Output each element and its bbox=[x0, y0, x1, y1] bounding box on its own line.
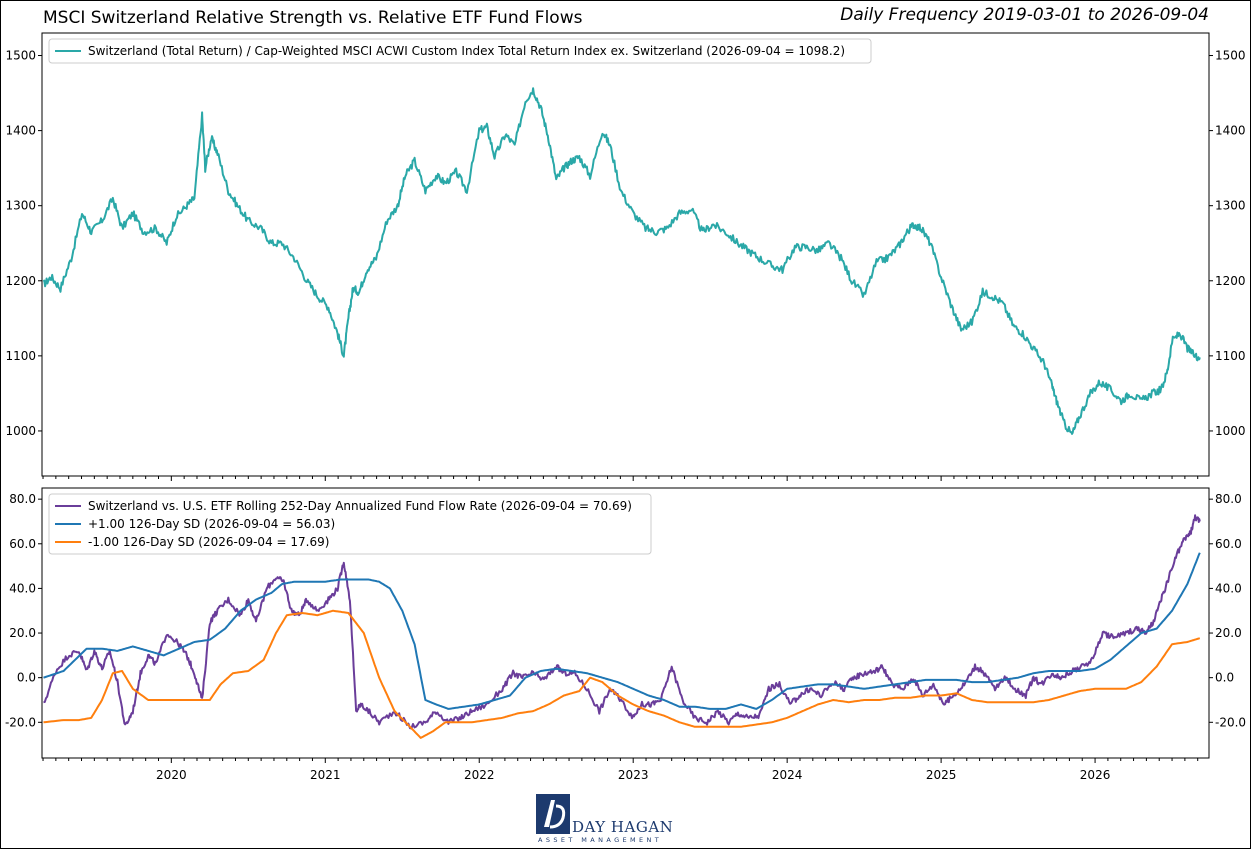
x-tick-label: 2020 bbox=[156, 768, 187, 782]
logo-name: DAY HAGAN bbox=[572, 818, 674, 836]
series-line-bottom-0 bbox=[43, 514, 1201, 730]
y-tick-label-left: -20.0 bbox=[5, 715, 36, 729]
series-line-bottom-2 bbox=[43, 609, 1201, 739]
logo-tagline: ASSET MANAGEMENT bbox=[538, 836, 663, 844]
plot-area-bottom bbox=[41, 487, 1210, 759]
y-tick-label-right: 1100 bbox=[1215, 349, 1246, 363]
y-tick-label-right: 40.0 bbox=[1215, 581, 1242, 595]
plot-area-top bbox=[41, 32, 1210, 477]
y-tick-label-right: 1300 bbox=[1215, 199, 1246, 213]
y-tick-label-right: 1200 bbox=[1215, 274, 1246, 288]
y-tick-label-left: 20.0 bbox=[9, 626, 36, 640]
y-tick-label-right: 0.0 bbox=[1215, 671, 1234, 685]
legend-label: Switzerland vs. U.S. ETF Rolling 252-Day… bbox=[88, 499, 632, 513]
x-tick-label: 2022 bbox=[464, 768, 495, 782]
y-tick-label-right: 20.0 bbox=[1215, 626, 1242, 640]
y-tick-label-left: 1100 bbox=[5, 349, 36, 363]
series-line-bottom-1 bbox=[43, 552, 1201, 710]
x-tick-label: 2026 bbox=[1080, 768, 1111, 782]
company-logo: DAY HAGAN ASSET MANAGEMENT bbox=[536, 794, 678, 844]
y-tick-label-left: 0.0 bbox=[17, 671, 36, 685]
x-tick-label: 2021 bbox=[310, 768, 341, 782]
y-tick-label-right: 1000 bbox=[1215, 424, 1246, 438]
y-tick-label-left: 1500 bbox=[5, 49, 36, 63]
logo-mark-icon bbox=[536, 794, 570, 834]
x-tick-label: 2024 bbox=[772, 768, 803, 782]
y-tick-label-left: 80.0 bbox=[9, 492, 36, 506]
y-tick-label-right: 1400 bbox=[1215, 124, 1246, 138]
legend-box-bottom bbox=[48, 493, 652, 555]
y-tick-label-right: 1500 bbox=[1215, 49, 1246, 63]
legend-label: Switzerland (Total Return) / Cap-Weighte… bbox=[88, 44, 845, 58]
y-tick-label-left: 60.0 bbox=[9, 537, 36, 551]
y-tick-label-right: 80.0 bbox=[1215, 492, 1242, 506]
chart-title: MSCI Switzerland Relative Strength vs. R… bbox=[43, 8, 583, 28]
legend-label: +1.00 126-Day SD (2026-09-04 = 56.03) bbox=[88, 517, 335, 531]
legend-label: -1.00 126-Day SD (2026-09-04 = 17.69) bbox=[88, 535, 329, 549]
x-tick-label: 2025 bbox=[926, 768, 957, 782]
y-tick-label-right: -20.0 bbox=[1215, 715, 1246, 729]
x-tick-label: 2023 bbox=[618, 768, 649, 782]
panel-bottom: -20.0 -20.0 0.0 0.0 20.0 20.0 40.0 40.0 60.0 60.0… bbox=[5, 487, 1246, 782]
y-tick-label-left: 1000 bbox=[5, 424, 36, 438]
panel-top: 1000 1000 1100 1100 1200 1200 1300 1300 1400 1400… bbox=[5, 32, 1246, 481]
legend-box-top bbox=[48, 38, 872, 64]
y-tick-label-left: 1400 bbox=[5, 124, 36, 138]
y-tick-label-left: 1300 bbox=[5, 199, 36, 213]
y-tick-label-left: 1200 bbox=[5, 274, 36, 288]
series-line-top-0 bbox=[42, 87, 1201, 435]
y-tick-label-left: 40.0 bbox=[9, 581, 36, 595]
date-range-subtitle: Daily Frequency 2019-03-01 to 2026-09-04 bbox=[840, 5, 1209, 25]
y-tick-label-right: 60.0 bbox=[1215, 537, 1242, 551]
